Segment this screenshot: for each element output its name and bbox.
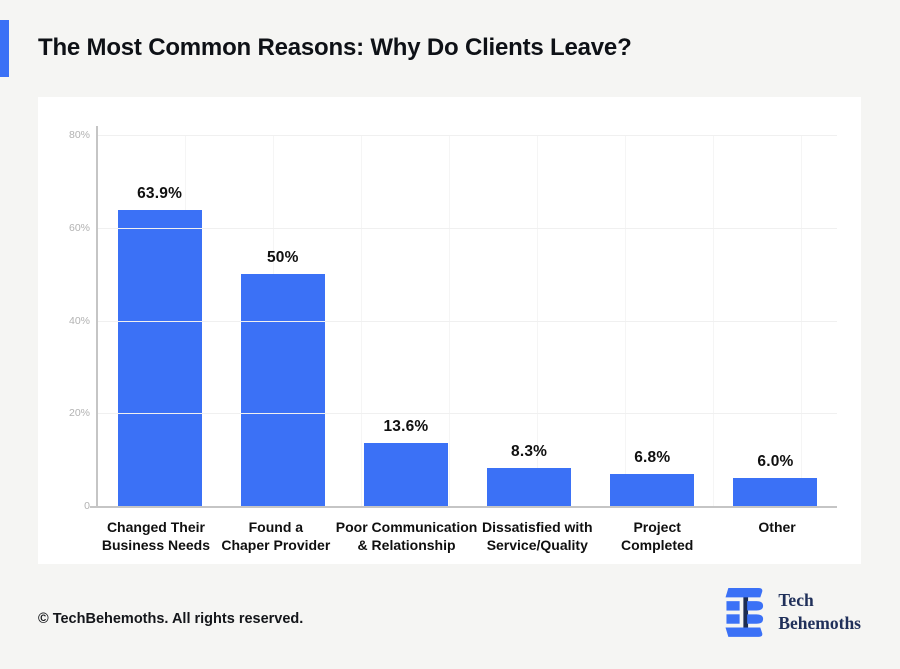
bar-value-label: 6.8% <box>634 449 671 467</box>
logo-text-line2: Behemoths <box>778 612 861 633</box>
x-axis-category-label: Poor Communication & Relationship <box>335 519 478 554</box>
x-axis-category-label: Changed Their Business Needs <box>101 519 211 554</box>
bar-slot: 63.9% <box>98 135 221 506</box>
y-tick-label: 0 <box>84 500 90 512</box>
gridline-80% <box>98 135 837 136</box>
bar <box>240 274 325 506</box>
bar-value-label: 6.0% <box>757 453 794 471</box>
bar <box>487 467 572 506</box>
x-axis-category-label: Other <box>758 519 796 535</box>
techbehemoths-logo: Tech Behemoths <box>718 585 861 638</box>
bar <box>117 209 202 506</box>
bars-area: 63.9% 50% 13.6% 8.3% 6.8% 6.0% <box>98 135 837 506</box>
gridline-20% <box>98 413 837 415</box>
logo-text-line1: Tech <box>778 589 814 610</box>
bar-value-label: 63.9% <box>137 184 183 202</box>
x-axis-labels: Changed Their Business Needs Found a Chap… <box>96 518 837 555</box>
x-axis-category-label: Project Completed <box>621 519 694 554</box>
y-tick-label: 80% <box>68 129 90 141</box>
bar-slot: 13.6% <box>344 135 467 506</box>
x-axis-category-label: Found a Chaper Provider <box>221 519 331 554</box>
bar-slot: 6.0% <box>714 135 837 506</box>
y-tick-label: 40% <box>68 314 90 327</box>
page-title: The Most Common Reasons: Why Do Clients … <box>38 34 632 61</box>
bar-slot: 50% <box>221 135 344 506</box>
bar <box>610 474 695 506</box>
gridline-60% <box>98 227 837 229</box>
bar-chart-plot-area: 63.9% 50% 13.6% 8.3% 6.8% 6.0% 80% 60% 40% 20% 0 <box>69 126 837 512</box>
techbehemoths-logo-icon <box>725 588 764 637</box>
bar-value-label: 8.3% <box>511 442 548 460</box>
copyright-text: © TechBehemoths. All rights reserved. <box>38 611 304 627</box>
bar-value-label: 13.6% <box>383 417 429 435</box>
bar <box>363 442 448 506</box>
gridline-40% <box>98 320 837 322</box>
x-axis-category-label: Dissatisfied with Service/Quality <box>482 519 593 554</box>
bar-slot: 8.3% <box>468 135 591 506</box>
bar-value-label: 50% <box>266 249 299 267</box>
techbehemoths-logo-text: Tech Behemoths <box>778 589 861 635</box>
chart-panel: 63.9% 50% 13.6% 8.3% 6.8% 6.0% 80% 60% 40% 20% 0 … <box>38 97 861 564</box>
bar-slot: 6.8% <box>591 135 714 506</box>
title-accent-bar <box>0 20 9 77</box>
y-tick-label: 20% <box>68 407 90 420</box>
bar <box>733 478 818 506</box>
y-tick-label: 60% <box>68 221 90 234</box>
